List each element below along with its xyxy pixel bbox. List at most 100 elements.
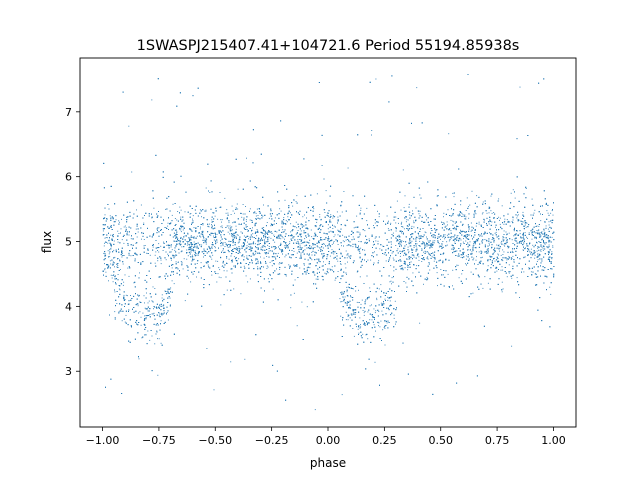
data-point bbox=[506, 276, 508, 278]
data-point bbox=[173, 273, 174, 275]
data-point bbox=[294, 279, 296, 281]
data-point bbox=[192, 273, 194, 275]
data-point bbox=[551, 257, 553, 258]
data-point bbox=[154, 288, 156, 289]
data-point bbox=[211, 219, 213, 221]
data-point bbox=[352, 246, 354, 248]
data-point bbox=[387, 299, 389, 301]
data-point bbox=[346, 291, 348, 293]
data-point bbox=[108, 280, 109, 282]
data-point bbox=[440, 238, 441, 240]
data-point bbox=[324, 264, 326, 265]
data-point bbox=[531, 254, 533, 256]
data-point bbox=[215, 250, 217, 252]
data-point bbox=[384, 344, 386, 346]
data-point bbox=[432, 235, 434, 237]
data-point bbox=[375, 330, 376, 332]
data-point bbox=[105, 242, 107, 243]
data-point bbox=[157, 260, 159, 262]
data-point bbox=[498, 244, 500, 246]
data-point bbox=[348, 256, 350, 258]
data-point bbox=[125, 314, 127, 316]
data-point bbox=[534, 237, 535, 239]
data-point bbox=[387, 296, 389, 298]
data-point bbox=[526, 222, 528, 224]
data-point bbox=[194, 250, 196, 252]
data-point bbox=[359, 232, 361, 234]
data-point bbox=[443, 234, 445, 236]
data-point bbox=[395, 245, 397, 246]
data-point bbox=[548, 224, 550, 226]
data-point bbox=[122, 255, 123, 257]
data-point bbox=[282, 229, 284, 231]
data-point bbox=[112, 238, 113, 240]
data-point bbox=[123, 281, 125, 283]
data-point bbox=[345, 311, 347, 313]
data-point bbox=[453, 249, 455, 251]
data-point bbox=[127, 267, 129, 269]
data-point bbox=[204, 210, 206, 212]
data-point bbox=[331, 266, 333, 268]
data-point bbox=[457, 235, 459, 237]
data-point bbox=[377, 240, 379, 242]
data-point bbox=[112, 281, 114, 283]
data-point bbox=[237, 242, 239, 244]
data-point bbox=[358, 236, 360, 238]
data-point bbox=[507, 247, 509, 249]
data-point bbox=[549, 286, 551, 288]
data-point bbox=[372, 244, 374, 246]
data-point bbox=[235, 236, 237, 238]
data-point bbox=[177, 238, 179, 240]
data-point bbox=[212, 254, 214, 256]
data-point bbox=[272, 288, 274, 290]
data-point bbox=[376, 297, 378, 299]
data-point bbox=[524, 224, 526, 226]
data-point bbox=[114, 317, 116, 318]
data-point bbox=[173, 232, 175, 234]
data-point bbox=[505, 241, 507, 243]
data-point bbox=[231, 230, 233, 232]
data-point bbox=[536, 261, 538, 262]
data-point bbox=[367, 338, 369, 340]
data-point bbox=[509, 221, 511, 223]
data-point bbox=[103, 245, 105, 247]
data-point bbox=[341, 301, 343, 302]
data-point bbox=[530, 248, 532, 250]
data-point bbox=[330, 214, 332, 216]
data-point bbox=[469, 204, 471, 206]
data-point bbox=[323, 255, 325, 257]
data-point bbox=[393, 317, 395, 319]
data-point bbox=[341, 394, 343, 396]
data-point bbox=[313, 243, 315, 245]
data-point bbox=[367, 259, 369, 261]
data-point bbox=[416, 237, 418, 239]
data-point bbox=[513, 235, 515, 237]
data-point bbox=[441, 222, 443, 223]
data-point bbox=[465, 216, 467, 218]
data-point bbox=[360, 324, 361, 326]
data-point bbox=[537, 270, 539, 272]
data-point bbox=[186, 249, 188, 251]
data-point bbox=[407, 269, 409, 271]
data-point bbox=[250, 248, 252, 250]
data-point bbox=[117, 241, 119, 243]
data-point bbox=[478, 275, 480, 277]
data-point bbox=[465, 255, 467, 257]
data-point bbox=[342, 240, 344, 242]
data-point bbox=[553, 275, 555, 277]
data-point bbox=[525, 188, 527, 189]
data-point bbox=[154, 262, 156, 264]
data-point bbox=[307, 241, 309, 243]
data-point bbox=[340, 205, 342, 207]
data-point bbox=[373, 324, 375, 326]
data-point bbox=[154, 254, 156, 256]
data-point bbox=[421, 250, 423, 251]
data-point bbox=[339, 298, 341, 300]
data-point bbox=[310, 246, 312, 248]
data-point bbox=[550, 212, 552, 214]
data-point bbox=[110, 274, 112, 276]
data-point bbox=[200, 226, 201, 228]
data-point bbox=[200, 262, 202, 264]
data-point bbox=[164, 290, 166, 292]
data-point bbox=[131, 171, 133, 173]
